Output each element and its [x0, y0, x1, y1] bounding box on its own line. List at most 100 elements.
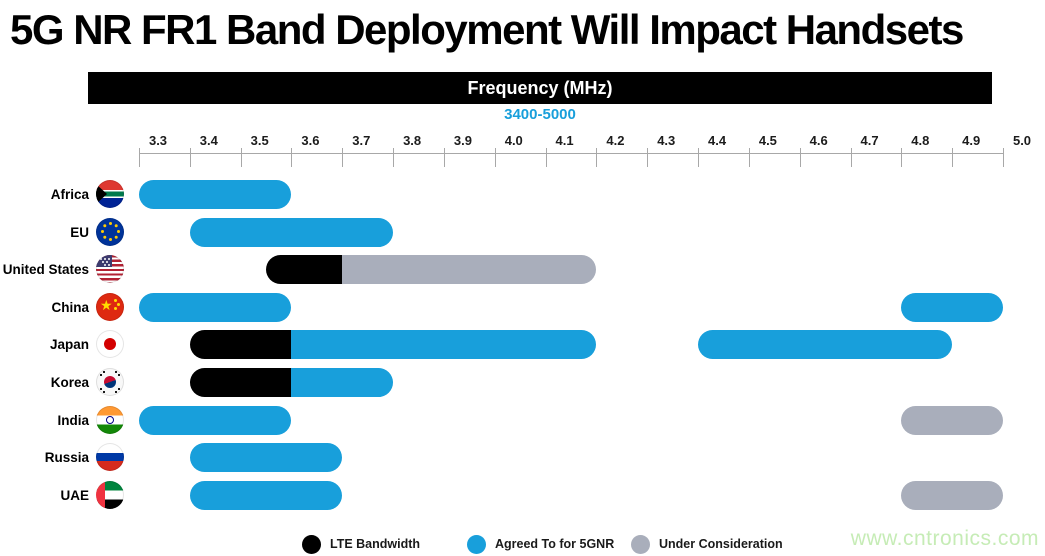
axis-tick-mark: [901, 148, 903, 167]
row-plot-area: [139, 405, 1003, 435]
row-label: Japan: [49, 337, 89, 353]
axis-tick-label: 3.6: [301, 133, 320, 148]
band-pill: [266, 255, 597, 285]
band-pill: [901, 405, 1003, 435]
legend-label: Under Consideration: [659, 537, 783, 551]
row-plot-area: [139, 217, 1003, 247]
row-plot-area: [139, 255, 1003, 285]
axis-tick-mark: [342, 148, 344, 167]
band-segment-agreed: [139, 405, 292, 435]
band-segment-consideration: [901, 480, 1003, 510]
chart-row-uae: UAE: [0, 480, 1045, 510]
band-pill: [698, 330, 953, 360]
axis-tick-mark: [545, 148, 547, 167]
row-plot-area: [139, 180, 1003, 209]
row-plot-area: [139, 480, 1003, 510]
legend-label: LTE Bandwidth: [330, 537, 421, 551]
china-flag-icon: [96, 292, 124, 321]
us-flag-icon: [96, 255, 124, 284]
band-segment-agreed: [901, 292, 1003, 322]
axis-tick-mark: [952, 148, 954, 167]
chart-row-china: China: [0, 292, 1045, 322]
chart-row-japan: Japan: [0, 330, 1045, 360]
axis-tick-label: 4.9: [962, 133, 981, 148]
japan-flag-icon: [96, 330, 124, 359]
lte-swatch-icon: [302, 534, 321, 554]
row-label: EU: [70, 224, 89, 240]
axis-tick-mark: [596, 148, 598, 167]
band-segment-agreed: [189, 480, 343, 510]
axis-tick-mark: [189, 148, 191, 167]
axis-tick-mark: [139, 148, 140, 167]
axis-tick-label: 3.5: [250, 133, 269, 148]
band-segment-consideration: [342, 255, 597, 285]
axis-tick-label: 4.2: [606, 133, 625, 148]
legend-label: Agreed To for 5GNR: [495, 537, 615, 551]
band-pill: [189, 217, 394, 247]
row-label: United States: [2, 262, 89, 278]
band-segment-agreed: [291, 368, 394, 397]
band-segment-agreed: [139, 292, 292, 322]
axis-tick-label: 3.7: [352, 133, 371, 148]
india-flag-icon: [96, 405, 124, 434]
axis-tick-mark: [748, 148, 750, 167]
band-segment-lte: [189, 330, 292, 360]
south-africa-flag-icon: [96, 180, 124, 208]
band-segment-agreed: [139, 180, 292, 209]
band-segment-lte: [189, 368, 292, 397]
axis-tick-label: 4.8: [911, 133, 930, 148]
axis-tick-label: 3.8: [403, 133, 422, 148]
axis-tick-label: 3.3: [148, 133, 168, 148]
axis-tick-label: 4.5: [758, 133, 777, 148]
band-segment-agreed: [189, 217, 394, 247]
frequency-axis-header: Frequency (MHz): [88, 72, 992, 104]
row-label: Africa: [50, 187, 89, 202]
band-pill: [189, 368, 394, 397]
axis-tick-mark: [393, 148, 395, 167]
russia-flag-icon: [96, 443, 124, 472]
row-plot-area: [139, 330, 1003, 360]
row-plot-area: [139, 443, 1003, 473]
band-pill: [901, 292, 1003, 322]
band-pill: [189, 443, 343, 473]
band-segment-consideration: [901, 405, 1003, 435]
axis-tick-mark: [291, 148, 293, 167]
band-pill: [139, 180, 292, 209]
row-label: Korea: [50, 375, 89, 390]
band-pill: [139, 405, 292, 435]
axis-tick-mark: [850, 148, 852, 167]
row-plot-area: [139, 368, 1003, 397]
axis-tick-label: 3.4: [199, 133, 218, 148]
chart-row-korea: Korea: [0, 368, 1045, 397]
korea-flag-icon: [96, 368, 124, 396]
chart-row-russia: Russia: [0, 443, 1045, 473]
axis-tick-label: 4.7: [860, 133, 879, 148]
band-pill: [189, 330, 597, 360]
row-label: India: [57, 412, 89, 428]
chart-row-united-states: United States: [0, 255, 1045, 285]
band-segment-agreed: [189, 443, 343, 473]
axis-tick-mark: [443, 148, 445, 167]
axis-tick-label: 4.0: [504, 133, 523, 148]
uae-flag-icon: [96, 480, 124, 509]
axis-tick-label: 3.9: [453, 133, 472, 148]
axis-tick-mark: [494, 148, 496, 167]
row-label: UAE: [60, 487, 89, 503]
row-label: Russia: [44, 450, 89, 466]
chart-title: 5G NR FR1 Band Deployment Will Impact Ha…: [10, 6, 964, 53]
agreed-swatch-icon: [467, 534, 486, 554]
x-axis: 3.3 3.4 3.5 3.6 3.7 3.8 3.9 4.0 4.1 4.2 4.3 4.4 4.5 4…: [139, 0, 1031, 170]
axis-tick-label: 4.1: [555, 133, 574, 148]
axis-tick-mark: [240, 148, 242, 167]
band-segment-agreed: [698, 330, 953, 360]
axis-tick-label: 4.3: [657, 133, 676, 148]
chart-row-africa: Africa: [0, 180, 1045, 209]
band-segment-lte: [266, 255, 343, 285]
band-segment-agreed: [291, 330, 597, 360]
axis-tick-mark: [799, 148, 801, 167]
axis-tick-mark: [647, 148, 649, 167]
axis-tick-label: 5.0: [1012, 133, 1032, 148]
axis-tick-mark: [698, 148, 700, 167]
frequency-range-label: 3400-5000: [504, 106, 576, 123]
